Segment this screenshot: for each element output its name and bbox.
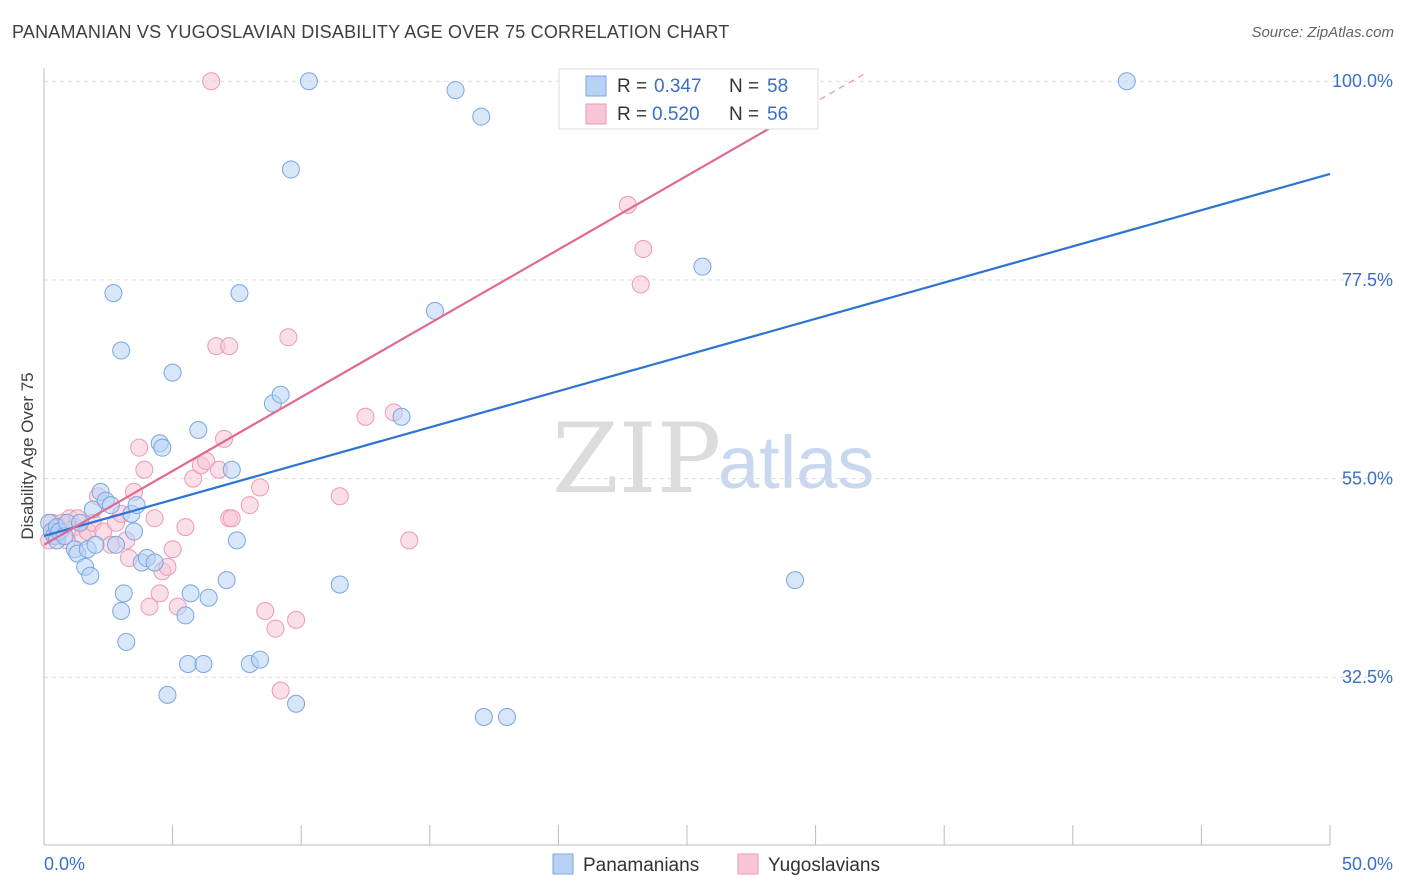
stats-legend-r-label-pink: R = [617,104,647,125]
panamanian-point [104,284,123,303]
legend-label-yugoslavians: Yugoslavians [768,855,880,876]
yugoslavian-point [356,407,375,426]
yugoslavian-point [220,337,239,356]
panamanian-point [217,571,236,590]
panamanian-point [112,602,131,621]
watermark-atlas: atlas [718,421,874,504]
yugoslavian-point [222,509,241,528]
stats-legend-swatch-pink [585,103,607,125]
yugoslavian-point [94,522,113,541]
panamanian-point [330,575,349,594]
series-yugoslavians-points [40,72,653,700]
panamanian-point [189,421,208,440]
stats-legend-r-value-blue: 0.347 [654,76,702,97]
panamanian-point [163,363,182,382]
panamanian-point [693,257,712,276]
legend-label-panamanians: Panamanians [583,855,699,876]
yugoslavian-point [184,469,203,488]
panamanian-point [86,535,105,554]
panamanian-point [112,341,131,360]
panamanian-point [1117,72,1136,91]
panamanian-point [786,571,805,590]
trend-line-yugoslavians-extension [810,71,868,106]
watermark-zip: ZIP [552,403,721,515]
yugoslavian-point [145,509,164,528]
x-tick-marks [172,825,1331,845]
stats-legend-n-value-pink: 56 [767,104,788,125]
stats-legend-swatch-blue [585,75,607,97]
panamanian-point [179,654,198,673]
legend-swatch-panamanians [552,853,574,875]
panamanian-point [251,650,270,669]
panamanian-point [474,707,493,726]
panamanian-point [81,566,100,585]
trend-line-yugoslavians [43,103,812,546]
panamanian-point [107,535,126,554]
yugoslavian-point [330,487,349,506]
yugoslavian-point [176,518,195,537]
yugoslavian-point [271,681,290,700]
panamanian-point [299,72,318,91]
y-tick-label: 100.0% [1332,71,1393,91]
panamanian-point [145,553,164,572]
panamanian-point [114,584,133,603]
legend-swatch-yugoslavians [737,853,759,875]
yugoslavian-point [163,540,182,559]
yugoslavian-point [251,478,270,497]
gridlines [44,80,1394,678]
panamanian-point [281,160,300,179]
y-tick-label: 32.5% [1342,667,1393,687]
chart-source: Source: ZipAtlas.com [1251,24,1394,41]
yugoslavian-point [266,619,285,638]
trend-lines [43,71,1331,546]
panamanian-point [194,654,213,673]
panamanian-point [230,284,249,303]
yugoslavian-point [287,610,306,629]
yugoslavian-point [202,72,221,91]
stats-legend-r-value-pink: 0.520 [652,104,700,125]
y-axis-label: Disability Age Over 75 [18,372,37,539]
yugoslavian-point [150,584,169,603]
yugoslavian-point [400,531,419,550]
yugoslavian-point [240,496,259,515]
panamanian-point [125,522,144,541]
panamanian-point [222,460,241,479]
yugoslavian-point [135,460,154,479]
stats-legend-r-label-blue: R = [617,76,647,97]
y-tick-label: 55.0% [1342,469,1393,489]
y-tick-label: 77.5% [1342,270,1393,290]
yugoslavian-point [130,438,149,457]
yugoslavian-point [140,597,159,616]
yugoslavian-point [279,328,298,347]
series-panamanians-points [40,72,1136,726]
chart-title: PANAMANIAN VS YUGOSLAVIAN DISABILITY AGE… [12,22,730,42]
panamanian-point [199,588,218,607]
stats-legend-n-value-blue: 58 [767,76,788,97]
series-legend: Panamanians Yugoslavians [552,853,880,876]
panamanian-point [153,438,172,457]
panamanian-point [271,385,290,404]
x-tick-label-min: 0.0% [44,854,85,874]
panamanian-point [158,685,177,704]
yugoslavian-point [256,602,275,621]
panamanian-point [497,707,516,726]
yugoslavian-point [631,275,650,294]
panamanian-point [472,107,491,126]
panamanian-point [446,81,465,100]
panamanian-point [176,606,195,625]
trend-line-panamanians [43,172,1331,538]
stats-legend-n-label-pink: N = [729,104,759,125]
panamanian-point [392,407,411,426]
x-tick-label-max: 50.0% [1342,854,1393,874]
y-tick-labels: 32.5% 55.0% 77.5% 100.0% [1332,71,1393,687]
stats-legend: R = 0.347 N = 58 R = 0.520 N = 56 [558,68,819,130]
panamanian-point [181,584,200,603]
yugoslavian-point [634,240,653,259]
stats-legend-n-label-blue: N = [729,76,759,97]
panamanian-point [117,632,136,651]
panamanian-point [287,694,306,713]
panamanian-point [227,531,246,550]
